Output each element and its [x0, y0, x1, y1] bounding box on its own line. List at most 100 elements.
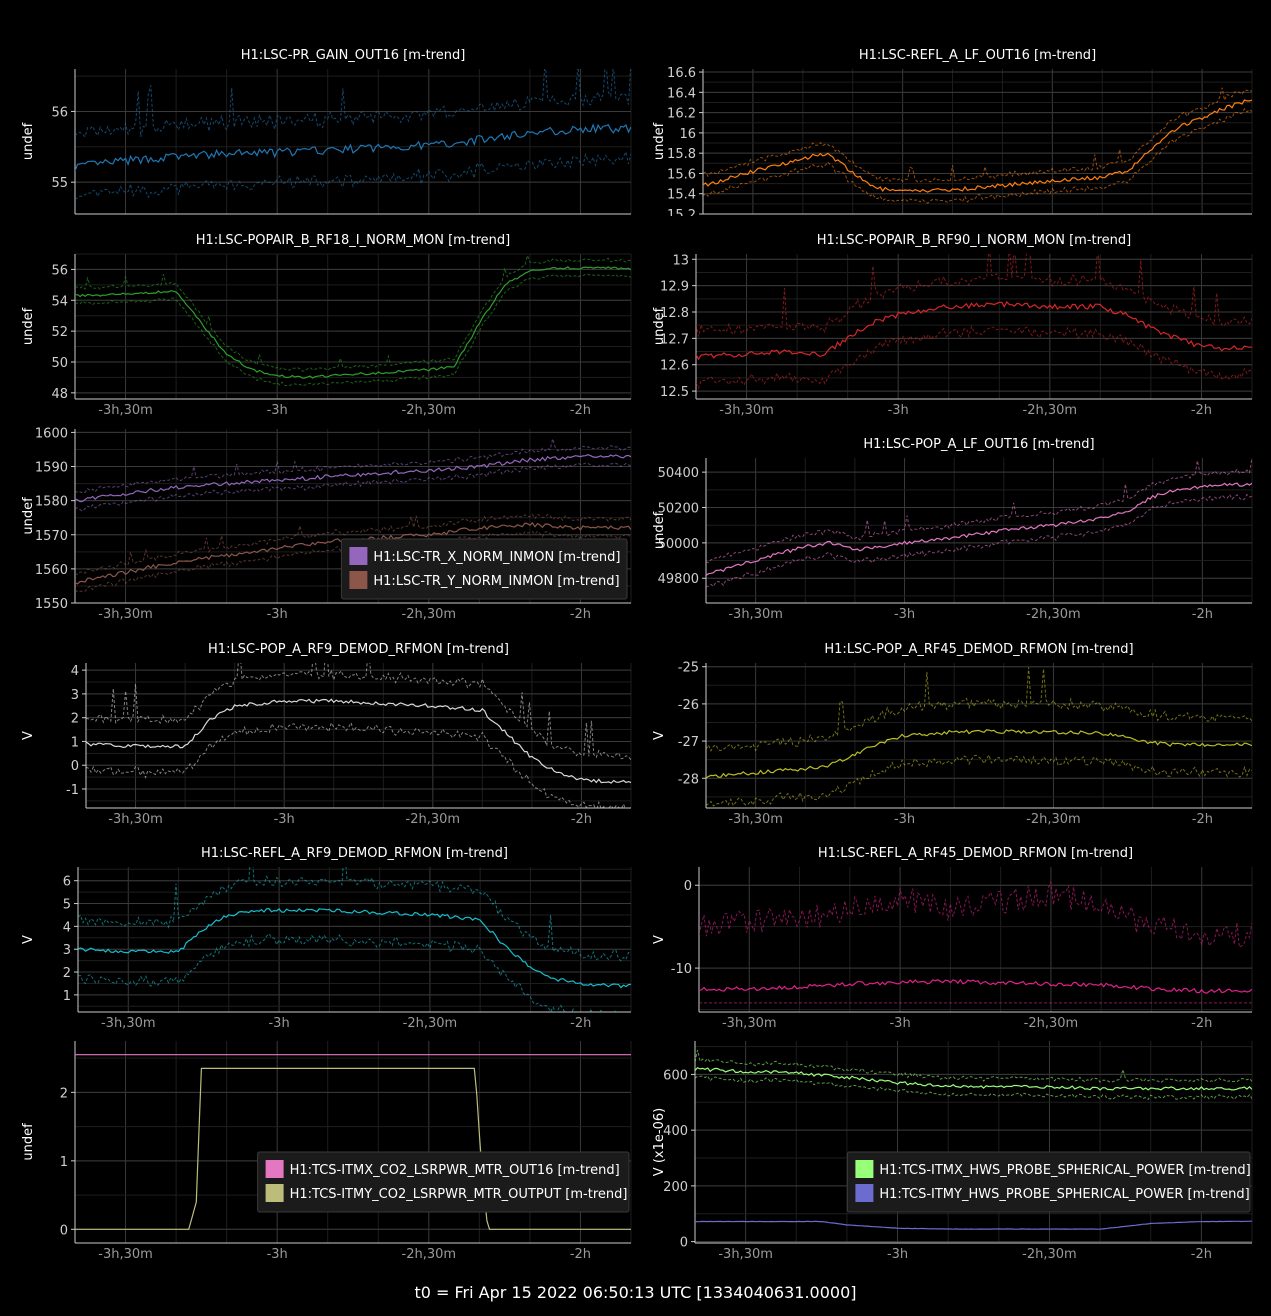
x-tick-label: -2h,30m — [1023, 403, 1078, 418]
x-tick-label: -3h,30m — [101, 1016, 156, 1031]
y-tick-label: -26 — [678, 698, 699, 713]
y-tick-label: 56 — [51, 105, 68, 120]
series-0 — [706, 458, 1252, 588]
y-axis-label: undef — [21, 497, 36, 535]
series-0 — [703, 87, 1252, 204]
y-tick-label: 16.6 — [667, 66, 696, 81]
y-tick-label: 1580 — [35, 495, 68, 510]
x-tick-label: -2h — [1192, 607, 1213, 622]
chart-tcs-hws-svg: -3h,30m -3h -2h,30m -2h 0 200 400 600 V (x1e-06)… — [652, 1041, 1253, 1262]
chart-pop-a-rf9-svg: H1:LSC-POP_A_RF9_DEMOD_RFMON [m-trend] -3… — [21, 642, 632, 827]
chart-tcs-co2-svg: -3h,30m -3h -2h,30m -2h 0 1 2 undef H1:TCS-ITMX_… — [21, 1041, 632, 1262]
y-tick-label: 12.5 — [660, 385, 689, 400]
x-tick-label: -2h,30m — [403, 1016, 458, 1031]
grid — [85, 663, 632, 808]
y-tick-label: 12.6 — [660, 359, 689, 374]
chart-title: H1:LSC-POPAIR_B_RF90_I_NORM_MON [m-trend… — [817, 233, 1132, 248]
x-tick-label: -2h — [1191, 1247, 1212, 1262]
chart-popair-rf18-svg: H1:LSC-POPAIR_B_RF18_I_NORM_MON [m-trend… — [21, 233, 632, 418]
y-tick-label: 13 — [672, 253, 689, 268]
series-mean-line — [75, 1067, 631, 1230]
series-min-line — [78, 933, 624, 1012]
series-max-line — [703, 87, 1252, 183]
y-tick-label: 15.6 — [667, 167, 696, 182]
chart-title: H1:LSC-POPAIR_B_RF18_I_NORM_MON [m-trend… — [196, 233, 511, 248]
y-tick-label: 1 — [63, 989, 71, 1004]
x-tick-label: -3h,30m — [728, 607, 783, 622]
series-mean-line — [703, 99, 1252, 193]
x-tick-label: -3h — [267, 607, 288, 622]
y-tick-label: 50000 — [658, 537, 699, 552]
y-axis-label: V (x1e-06) — [652, 1108, 667, 1176]
chart-pop-a-lf: H1:LSC-POP_A_LF_OUT16 [m-trend] -3h,30m -3… — [631, 428, 1271, 624]
chart-title: H1:LSC-POP_A_LF_OUT16 [m-trend] — [863, 437, 1094, 452]
series-max-line — [75, 513, 631, 575]
chart-title: H1:LSC-REFL_A_RF45_DEMOD_RFMON [m-trend] — [818, 846, 1133, 861]
legend-swatch — [265, 1160, 284, 1178]
chart-title: H1:LSC-REFL_A_RF9_DEMOD_RFMON [m-trend] — [201, 846, 508, 861]
x-tick-label: -2h — [570, 1247, 591, 1262]
series-mean-line — [75, 454, 631, 503]
y-tick-label: 0 — [680, 1236, 688, 1251]
chart-tcs-hws: -3h,30m -3h -2h,30m -2h 0 200 400 600 V (x1e-06)… — [631, 1036, 1271, 1266]
chart-tr-norm-svg: -3h,30m -3h -2h,30m -2h 1550 1560 1570 1580 1590… — [21, 426, 632, 622]
series-0 — [695, 1049, 1252, 1101]
chart-pop-a-rf45: H1:LSC-POP_A_RF45_DEMOD_RFMON [m-trend] -… — [631, 633, 1271, 829]
x-tick-label: -2h — [1192, 812, 1213, 827]
series-max-line — [696, 254, 1252, 337]
y-axis-label: V — [652, 731, 667, 740]
chart-popair-rf18: H1:LSC-POPAIR_B_RF18_I_NORM_MON [m-trend… — [0, 224, 640, 420]
series-max-line — [706, 458, 1252, 564]
series-mean-line — [699, 978, 1252, 994]
series-max-line — [706, 667, 1252, 752]
x-tick-label: -2h — [1191, 1016, 1212, 1031]
y-tick-label: 15.2 — [667, 208, 696, 216]
series-mean-line — [706, 482, 1252, 576]
y-tick-label: -10 — [671, 962, 692, 977]
y-tick-label: 12.9 — [660, 280, 689, 295]
chart-popair-rf90: H1:LSC-POPAIR_B_RF90_I_NORM_MON [m-trend… — [631, 224, 1271, 420]
series-0 — [696, 254, 1252, 390]
y-tick-label: 15.8 — [667, 147, 696, 162]
chart-tr-norm: -3h,30m -3h -2h,30m -2h 1550 1560 1570 1580 1590… — [0, 424, 640, 624]
legend-label: H1:TCS-ITMX_CO2_LSRPWR_MTR_OUT16 [m-tren… — [290, 1163, 620, 1178]
x-tick-label: -3h,30m — [108, 812, 163, 827]
y-tick-label: 1570 — [35, 529, 68, 544]
y-tick-label: -27 — [678, 735, 699, 750]
series-0 — [706, 667, 1252, 807]
series-0 — [75, 69, 631, 200]
series-max-line — [75, 254, 631, 372]
y-tick-label: 4 — [63, 920, 71, 935]
y-tick-label: 16 — [679, 127, 696, 142]
chart-popair-rf90-svg: H1:LSC-POPAIR_B_RF90_I_NORM_MON [m-trend… — [652, 233, 1253, 418]
grid — [705, 458, 1253, 603]
y-tick-label: 16.2 — [667, 107, 696, 122]
y-tick-label: 200 — [663, 1180, 688, 1195]
y-axis-label: undef — [21, 1123, 36, 1161]
series-mean-line — [75, 123, 631, 172]
legend: H1:TCS-ITMX_HWS_PROBE_SPHERICAL_POWER [m… — [846, 1151, 1251, 1213]
chart-pr-gain: H1:LSC-PR_GAIN_OUT16 [m-trend]-3h,30m-3h… — [0, 20, 640, 233]
y-tick-label: 54 — [51, 294, 68, 309]
y-tick-label: 12.7 — [660, 332, 689, 347]
legend-swatch — [349, 547, 368, 565]
x-tick-label: -3h,30m — [98, 403, 153, 418]
legend: H1:TCS-ITMX_CO2_LSRPWR_MTR_OUT16 [m-tren… — [257, 1151, 630, 1213]
chart-pop-a-rf9: H1:LSC-POP_A_RF9_DEMOD_RFMON [m-trend] -3… — [0, 633, 640, 829]
y-tick-label: 1550 — [35, 597, 68, 612]
chart-title: H1:LSC-REFL_A_LF_OUT16 [m-trend] — [859, 48, 1096, 63]
y-tick-label: 600 — [663, 1068, 688, 1083]
series-min-line — [706, 753, 1252, 807]
y-tick-label: 3 — [63, 943, 71, 958]
series-min-line — [695, 1075, 1252, 1101]
chart-refl-a-lf-svg: H1:LSC-REFL_A_LF_OUT16 [m-trend]-3h,30m-… — [652, 48, 1253, 233]
y-tick-label: 12.8 — [660, 306, 689, 321]
y-tick-label: -1 — [66, 783, 79, 798]
x-tick-label: -3h,30m — [722, 1016, 777, 1031]
x-tick-label: -3h — [887, 1247, 908, 1262]
x-tick-label: -2h,30m — [402, 607, 457, 622]
legend-label: H1:TCS-ITMY_CO2_LSRPWR_MTR_OUTPUT [m-tre… — [290, 1187, 628, 1202]
y-tick-label: 0 — [684, 879, 692, 894]
chart-refl-a-rf45: H1:LSC-REFL_A_RF45_DEMOD_RFMON [m-trend]… — [631, 837, 1271, 1033]
grid — [694, 1041, 1253, 1243]
